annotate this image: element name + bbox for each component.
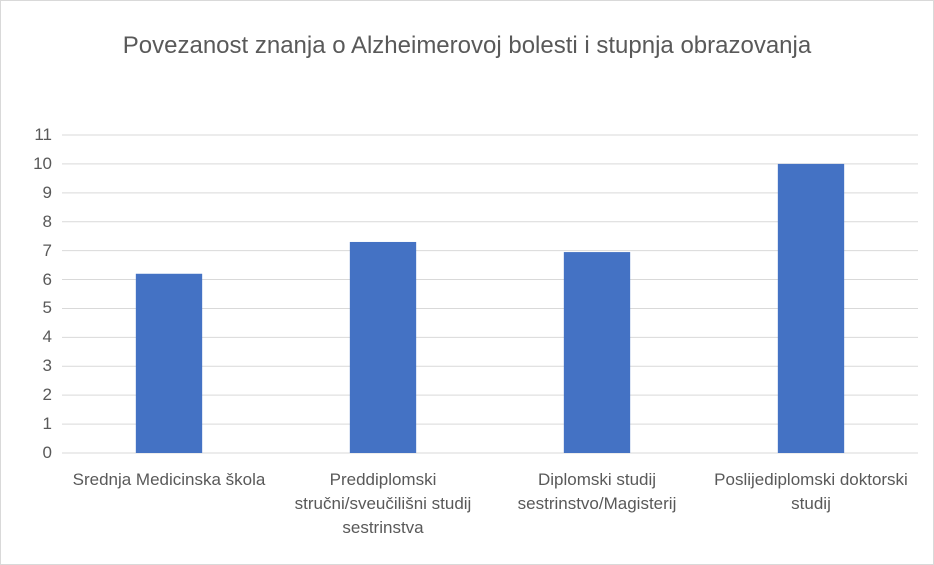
bar xyxy=(563,252,631,453)
y-tick-label: 2 xyxy=(42,385,52,405)
y-tick-label: 0 xyxy=(42,443,52,462)
x-tick-label: Srednja Medicinska škola xyxy=(72,470,266,489)
bar xyxy=(135,273,203,453)
y-tick-label: 5 xyxy=(42,298,52,318)
y-tick-label: 10 xyxy=(33,153,52,173)
y-tick-label: 3 xyxy=(42,356,52,376)
y-tick-label: 6 xyxy=(42,269,52,289)
y-tick-label: 1 xyxy=(42,414,52,434)
y-tick-label: 11 xyxy=(34,125,52,144)
y-tick-label: 7 xyxy=(42,240,52,260)
y-tick-label: 8 xyxy=(42,211,52,231)
chart-title: Povezanost znanja o Alzheimerovoj bolest… xyxy=(122,32,812,59)
x-tick-label: Preddiplomski stručni/sveučilišni studij… xyxy=(294,470,472,537)
y-tick-label: 4 xyxy=(42,327,52,347)
x-tick-label: Diplomski studij sestrinstvo/Magisterij xyxy=(517,470,677,513)
bar xyxy=(777,163,845,453)
bar xyxy=(349,241,417,453)
y-tick-label: 9 xyxy=(42,182,52,202)
x-tick-label: Poslijediplomski doktorski studij xyxy=(714,470,908,513)
